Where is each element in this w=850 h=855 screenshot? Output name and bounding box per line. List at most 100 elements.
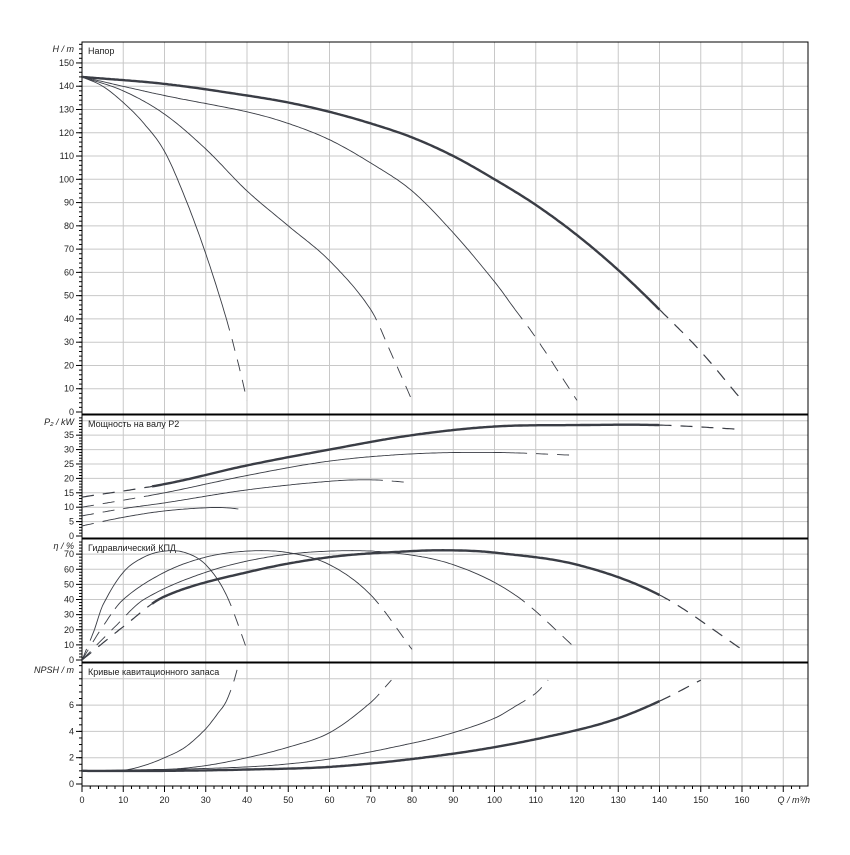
y-tick-label: 80: [64, 221, 74, 231]
curve-n1-dashed: [82, 521, 103, 527]
curve-n4-dashed: [659, 424, 743, 430]
curve-n3: [82, 706, 516, 772]
y-tick-label: 15: [64, 488, 74, 498]
y-tick-label: 30: [64, 610, 74, 620]
y-tick-label: 10: [64, 384, 74, 394]
curve-n2-dashed: [370, 679, 392, 703]
x-tick-label: 30: [201, 795, 211, 805]
x-axis-label: Q / m³/h: [777, 795, 810, 805]
curve-n1: [82, 76, 227, 320]
y-tick-label: 20: [64, 625, 74, 635]
y-tick-label: 130: [59, 104, 74, 114]
curve-n2-dashed: [370, 479, 413, 484]
curve-n3-dashed: [515, 452, 577, 456]
x-tick-label: 100: [487, 795, 502, 805]
y-tick-label: 30: [64, 445, 74, 455]
y-tick-label: 90: [64, 198, 74, 208]
curve-n2: [123, 479, 371, 510]
panel-1: 0 10 20 30 40 50 60 70 80 90 100 110 120 130 140 150 H /…: [53, 41, 809, 417]
curve-n2-dashed: [370, 309, 413, 401]
curve-n2: [114, 550, 372, 610]
curve-n1: [82, 700, 227, 772]
curve-n1: [102, 507, 227, 522]
y-tick-label: 0: [69, 531, 74, 541]
curve-n3: [143, 451, 516, 498]
curve-n2: [82, 76, 372, 310]
y-tick-label: 150: [59, 58, 74, 68]
curve-n1-dashed: [82, 629, 95, 661]
curve-n1-dashed: [226, 507, 248, 511]
x-tick-label: 50: [283, 795, 293, 805]
curve-n1-dashed: [225, 594, 248, 650]
x-tick-label: 160: [734, 795, 749, 805]
curve-n3: [131, 550, 516, 611]
y-tick-label: 0: [69, 407, 74, 417]
y-tick-label: 25: [64, 459, 74, 469]
panel-title: Напор: [88, 46, 114, 56]
x-tick-label: 0: [79, 795, 84, 805]
curve-n1: [93, 550, 227, 630]
x-tick-label: 80: [407, 795, 417, 805]
y-tick-label: 40: [64, 314, 74, 324]
curve-n2-dashed: [82, 508, 124, 517]
x-tick-label: 20: [159, 795, 169, 805]
y-tick-label: 70: [64, 549, 74, 559]
panel-4: 0 2 4 6 NPSH / m Кривые кавитационного запаса: [34, 662, 809, 789]
x-tick-label: 90: [448, 795, 458, 805]
curve-n1-dashed: [225, 663, 240, 702]
curve-n3-dashed: [514, 679, 549, 707]
y-tick-label: 70: [64, 244, 74, 254]
y-axis-label: P₂ / kW: [44, 417, 75, 427]
panel-frame: [81, 414, 809, 539]
curve-n4: [82, 700, 661, 773]
curve-n3: [82, 76, 516, 310]
y-axis-label: H / m: [53, 44, 75, 54]
x-tick-label: 140: [652, 795, 667, 805]
curve-n2-dashed: [82, 608, 116, 661]
panel-title: Кривые кавитационного запаса: [88, 667, 219, 677]
x-tick-label: 60: [324, 795, 334, 805]
y-tick-label: 120: [59, 128, 74, 138]
x-tick-label: 110: [529, 795, 543, 805]
x-tick-label: 150: [693, 795, 708, 805]
y-tick-label: 60: [64, 267, 74, 277]
y-tick-label: 0: [69, 655, 74, 665]
curve-n4: [82, 75, 661, 311]
curve-n3-dashed: [514, 309, 578, 401]
panel-3: 0 10 20 30 40 50 60 70η / % Гидравлический КПД: [53, 538, 809, 665]
y-tick-label: 30: [64, 337, 74, 347]
panel-frame: [81, 41, 809, 415]
y-tick-label: 4: [69, 726, 74, 736]
curve-n4: [151, 423, 660, 488]
curve-n4-dashed: [82, 485, 153, 498]
y-tick-label: 50: [64, 291, 74, 301]
y-tick-label: 100: [59, 174, 74, 184]
y-tick-label: 50: [64, 579, 74, 589]
y-tick-label: 10: [64, 640, 74, 650]
curve-n3-dashed: [82, 496, 144, 508]
curve-n4-dashed: [659, 679, 702, 702]
curve-n3-dashed: [514, 594, 578, 650]
y-tick-label: 10: [64, 502, 74, 512]
y-tick-label: 0: [69, 779, 74, 789]
y-tick-label: 5: [69, 517, 74, 527]
panel-2: 0 5 10 15 20 25 30 35 P₂ / kW Мощность на валу P2: [44, 414, 809, 541]
y-tick-label: 20: [64, 360, 74, 370]
panel-frame: [81, 538, 809, 663]
y-axis-label: NPSH / m: [34, 665, 75, 675]
x-tick-label: 120: [569, 795, 584, 805]
y-tick-label: 20: [64, 473, 74, 483]
curve-n4-dashed: [659, 594, 743, 650]
curve-n2-dashed: [370, 594, 413, 650]
curve-n1-dashed: [225, 318, 248, 401]
y-tick-label: 2: [69, 753, 74, 763]
y-tick-label: 6: [69, 700, 74, 710]
curve-n4: [151, 548, 661, 605]
y-tick-label: 40: [64, 595, 74, 605]
y-tick-label: 140: [59, 81, 74, 91]
x-tick-label: 70: [366, 795, 376, 805]
y-tick-label: 110: [60, 151, 74, 161]
curve-n3-dashed: [82, 609, 132, 661]
curve-n2: [82, 702, 372, 772]
